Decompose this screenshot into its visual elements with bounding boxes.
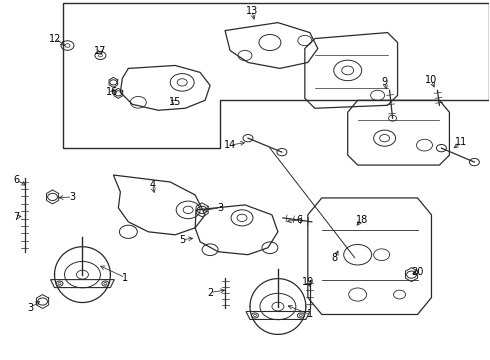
Text: 6: 6 [14,175,20,185]
Text: 18: 18 [356,215,368,225]
Text: 6: 6 [297,215,303,225]
Text: 16: 16 [106,87,119,97]
Text: 5: 5 [179,235,185,245]
Text: 13: 13 [246,6,258,15]
Text: 19: 19 [302,276,314,287]
Text: 15: 15 [169,97,181,107]
Text: 14: 14 [224,140,236,150]
Text: 3: 3 [27,302,34,312]
Text: 1: 1 [122,273,128,283]
Text: 20: 20 [411,267,424,276]
Text: 9: 9 [382,77,388,87]
Text: 7: 7 [14,212,20,222]
Text: 4: 4 [149,180,155,190]
Text: 3: 3 [70,192,75,202]
Text: 3: 3 [217,203,223,213]
Text: 8: 8 [332,253,338,263]
Text: 2: 2 [207,288,213,298]
Text: 12: 12 [49,33,62,44]
Text: 1: 1 [307,310,313,319]
Text: 17: 17 [94,45,107,55]
Text: 10: 10 [425,75,438,85]
Text: 11: 11 [455,137,467,147]
